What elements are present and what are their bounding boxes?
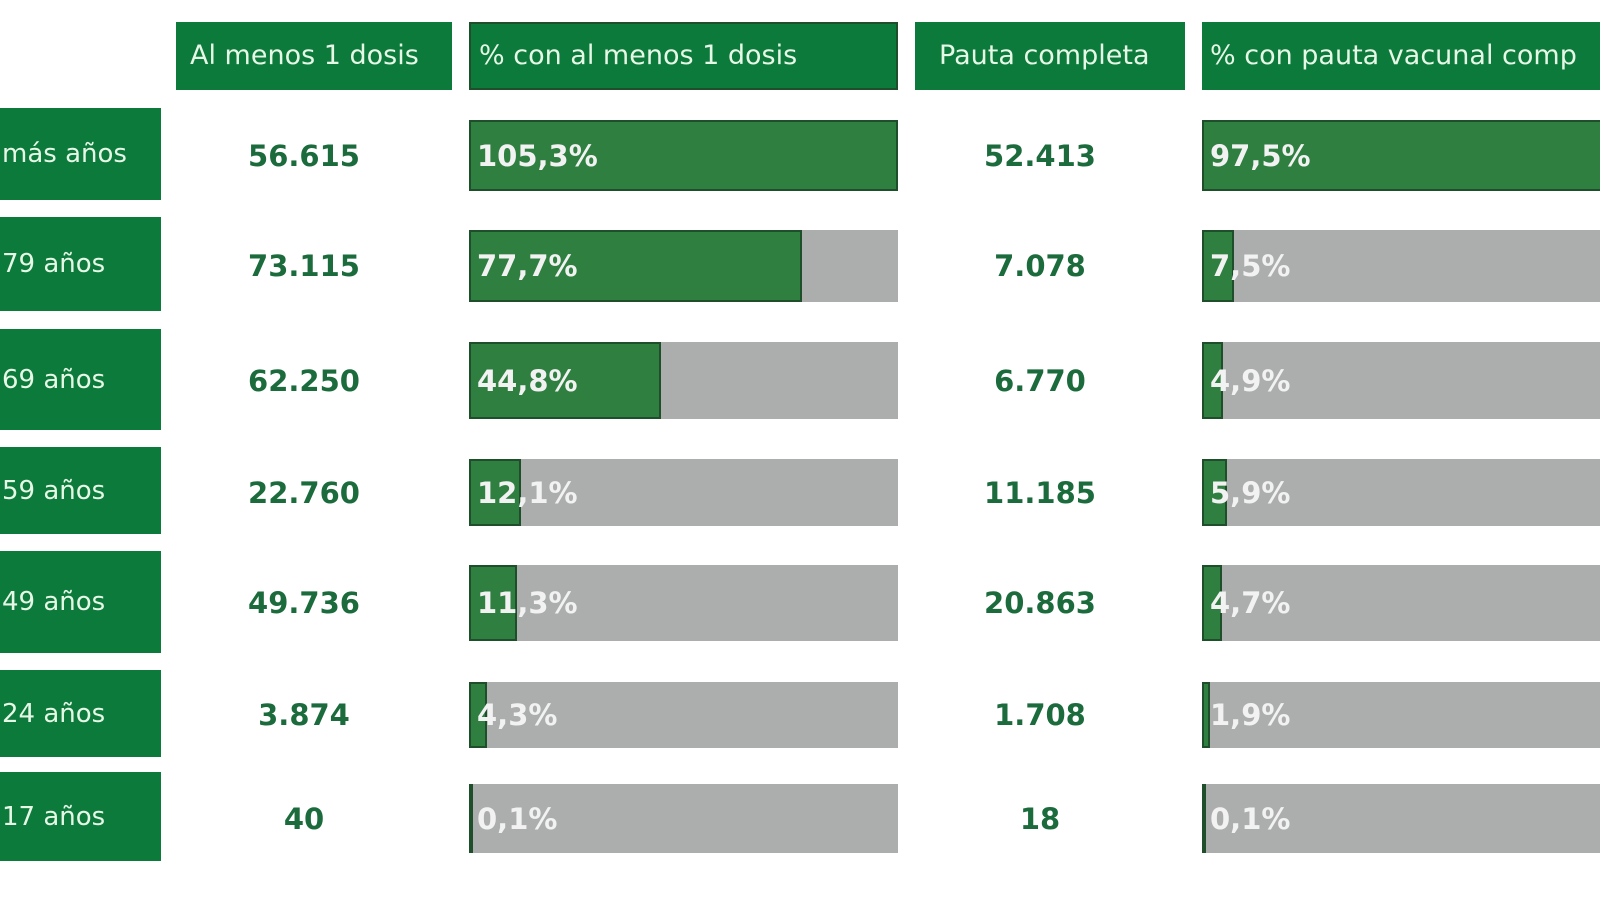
bar-pct-al-menos-1-dosis-fill bbox=[469, 342, 662, 419]
bar-pct-al-menos-1-dosis-label: 44,8% bbox=[477, 363, 578, 398]
row-label-age-group: 24 años bbox=[0, 670, 161, 757]
bar-pct-pauta-completa: 4,7% bbox=[1202, 565, 1600, 641]
bar-pct-pauta-completa-fill bbox=[1202, 230, 1234, 302]
row-label-age-group: 59 años bbox=[0, 447, 161, 534]
bar-pct-al-menos-1-dosis-fill bbox=[469, 565, 518, 641]
bar-pct-pauta-completa-fill bbox=[1202, 120, 1600, 191]
bar-pct-pauta-completa: 5,9% bbox=[1202, 459, 1600, 526]
value-al-menos-1-dosis: 73.115 bbox=[248, 249, 360, 283]
value-pauta-completa: 7.078 bbox=[994, 249, 1086, 283]
bar-pct-al-menos-1-dosis-label: 105,3% bbox=[477, 138, 598, 173]
bar-pct-pauta-completa-label: 4,9% bbox=[1210, 363, 1291, 398]
row-label-age-group: 79 años bbox=[0, 217, 161, 311]
bar-pct-pauta-completa: 97,5% bbox=[1202, 120, 1600, 191]
bar-pct-pauta-completa-fill bbox=[1202, 342, 1223, 419]
bar-pct-al-menos-1-dosis-label: 11,3% bbox=[477, 586, 578, 620]
bar-pct-al-menos-1-dosis-fill bbox=[469, 459, 521, 526]
bar-pct-pauta-completa-label: 97,5% bbox=[1210, 138, 1311, 173]
value-al-menos-1-dosis: 56.615 bbox=[248, 138, 360, 173]
bar-pct-al-menos-1-dosis-fill bbox=[469, 230, 803, 302]
bar-pct-al-menos-1-dosis-fill bbox=[469, 682, 488, 748]
value-al-menos-1-dosis: 49.736 bbox=[248, 586, 360, 620]
bar-pct-al-menos-1-dosis-label: 12,1% bbox=[477, 475, 578, 510]
row-label-age-group: 49 años bbox=[0, 551, 161, 653]
value-pauta-completa: 6.770 bbox=[994, 363, 1086, 398]
bar-pct-al-menos-1-dosis: 11,3% bbox=[469, 565, 898, 641]
header-pct-pauta-completa: % con pauta vacunal comp bbox=[1202, 22, 1600, 90]
bar-pct-pauta-completa: 4,9% bbox=[1202, 342, 1600, 419]
bar-pct-al-menos-1-dosis: 44,8% bbox=[469, 342, 898, 419]
header-pct-al-menos-1-dosis: % con al menos 1 dosis bbox=[469, 22, 898, 90]
value-pauta-completa: 52.413 bbox=[984, 138, 1096, 173]
bar-pct-pauta-completa-label: 5,9% bbox=[1210, 475, 1291, 510]
value-al-menos-1-dosis: 3.874 bbox=[258, 698, 350, 732]
value-pauta-completa: 1.708 bbox=[994, 698, 1086, 732]
bar-pct-al-menos-1-dosis: 77,7% bbox=[469, 230, 898, 302]
bar-pct-al-menos-1-dosis: 105,3% bbox=[469, 120, 898, 191]
row-label-age-group: 17 años bbox=[0, 772, 161, 861]
bar-pct-pauta-completa-label: 1,9% bbox=[1210, 698, 1291, 732]
value-pauta-completa: 20.863 bbox=[984, 586, 1096, 620]
bar-pct-pauta-completa: 7,5% bbox=[1202, 230, 1600, 302]
bar-pct-al-menos-1-dosis-fill bbox=[469, 120, 898, 191]
value-al-menos-1-dosis: 22.760 bbox=[248, 475, 360, 510]
bar-pct-pauta-completa-fill bbox=[1202, 565, 1222, 641]
bar-pct-al-menos-1-dosis: 0,1% bbox=[469, 784, 898, 853]
bar-pct-al-menos-1-dosis-fill bbox=[469, 784, 473, 853]
bar-pct-al-menos-1-dosis: 12,1% bbox=[469, 459, 898, 526]
header-pauta-completa: Pauta completa bbox=[915, 22, 1185, 90]
bar-pct-al-menos-1-dosis-label: 77,7% bbox=[477, 249, 578, 283]
bar-pct-pauta-completa: 1,9% bbox=[1202, 682, 1600, 748]
bar-pct-pauta-completa-label: 7,5% bbox=[1210, 249, 1291, 283]
bar-pct-pauta-completa-fill bbox=[1202, 459, 1227, 526]
row-label-age-group: 69 años bbox=[0, 329, 161, 430]
value-pauta-completa: 11.185 bbox=[984, 475, 1096, 510]
row-label-age-group: más años bbox=[0, 108, 161, 200]
value-al-menos-1-dosis: 62.250 bbox=[248, 363, 360, 398]
bar-pct-al-menos-1-dosis: 4,3% bbox=[469, 682, 898, 748]
bar-pct-pauta-completa: 0,1% bbox=[1202, 784, 1600, 853]
value-pauta-completa: 18 bbox=[1019, 801, 1061, 836]
bar-pct-pauta-completa-fill bbox=[1202, 682, 1210, 748]
bar-pct-pauta-completa-label: 0,1% bbox=[1210, 801, 1291, 836]
value-al-menos-1-dosis: 40 bbox=[283, 801, 325, 836]
header-al-menos-1-dosis: Al menos 1 dosis bbox=[176, 22, 452, 90]
bar-pct-al-menos-1-dosis-label: 4,3% bbox=[477, 698, 558, 732]
bar-pct-pauta-completa-label: 4,7% bbox=[1210, 586, 1291, 620]
bar-pct-al-menos-1-dosis-label: 0,1% bbox=[477, 801, 558, 836]
bar-pct-pauta-completa-fill bbox=[1202, 784, 1206, 853]
